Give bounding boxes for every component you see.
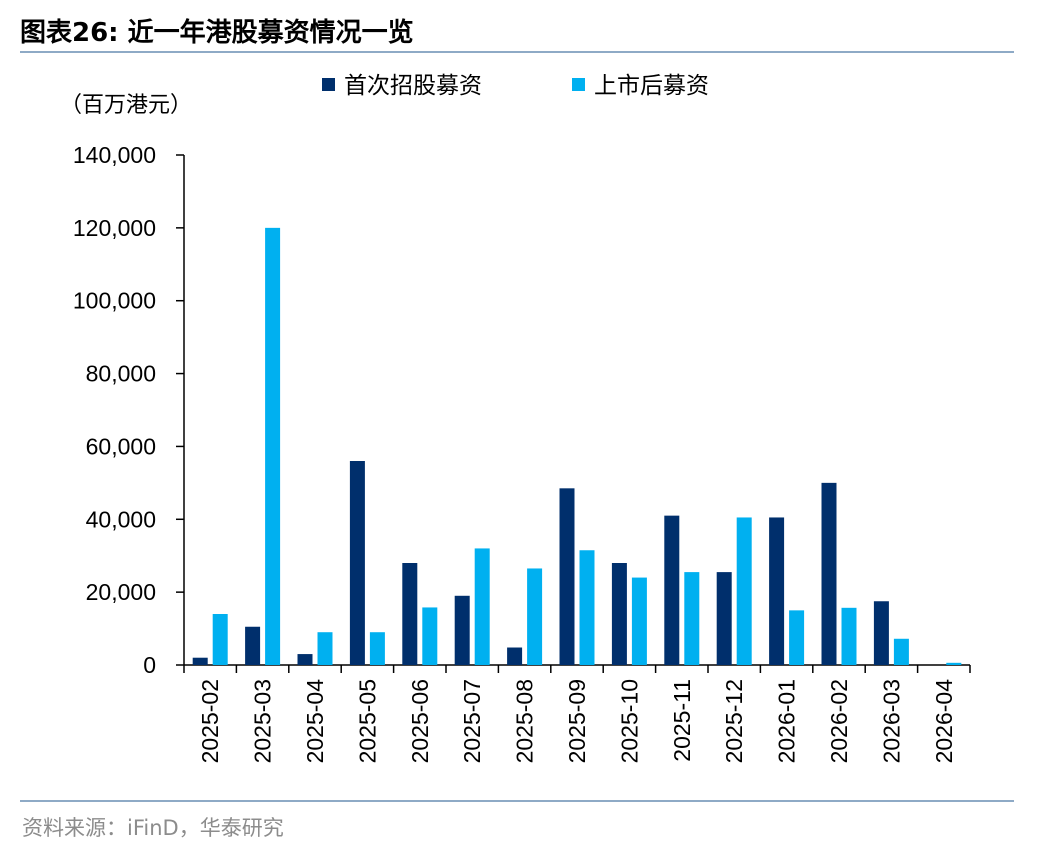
x-tick-label: 2025-10 bbox=[616, 679, 642, 763]
bar-ipo bbox=[664, 515, 680, 665]
x-tick-label: 2026-01 bbox=[774, 679, 800, 763]
x-tick-label: 2025-02 bbox=[197, 679, 223, 763]
bar-follow-on bbox=[212, 614, 228, 665]
source-rule bbox=[20, 800, 1014, 802]
x-tick-label: 2025-09 bbox=[564, 679, 590, 763]
bar-ipo bbox=[769, 517, 785, 665]
x-tick-label: 2025-12 bbox=[721, 679, 747, 763]
y-tick-label: 100,000 bbox=[73, 288, 156, 314]
bar-ipo bbox=[454, 595, 470, 665]
x-tick-label: 2026-04 bbox=[931, 679, 957, 764]
legend-label: 上市后募资 bbox=[594, 73, 709, 99]
bar-follow-on bbox=[369, 632, 385, 665]
bar-ipo bbox=[559, 488, 575, 665]
x-tick-label: 2025-08 bbox=[512, 679, 538, 763]
x-tick-label: 2025-11 bbox=[669, 679, 695, 762]
bar-ipo bbox=[297, 654, 313, 665]
x-tick-label: 2026-03 bbox=[878, 679, 904, 763]
bar-ipo bbox=[873, 601, 889, 665]
bar-ipo bbox=[611, 563, 627, 665]
x-axis: 2025-02 2025-03 2025-04 2025-05 2025-06 2025-… bbox=[183, 664, 971, 764]
figure-title: 图表26: 近一年港股募资情况一览 bbox=[20, 18, 414, 48]
x-tick-label: 2025-03 bbox=[250, 679, 276, 763]
bar-follow-on bbox=[789, 610, 805, 665]
bar-follow-on bbox=[841, 607, 857, 665]
bar-follow-on bbox=[265, 227, 281, 665]
y-axis: 0 20,000 40,000 60,000 80,000 100,000 120,000 1… bbox=[73, 142, 185, 678]
bar-chart: （百万港元） 首次招股募资 上市后募资 0 20,000 40,000 60,000 80… bbox=[60, 73, 971, 764]
source-note: 资料来源：iFinD，华泰研究 bbox=[22, 816, 284, 840]
bar-follow-on bbox=[736, 517, 752, 665]
y-unit-label: （百万港元） bbox=[60, 93, 192, 118]
bar-follow-on bbox=[317, 632, 333, 665]
title-rule bbox=[20, 51, 1014, 53]
bar-follow-on bbox=[474, 548, 490, 665]
y-tick-label: 80,000 bbox=[86, 361, 156, 387]
y-tick-label: 20,000 bbox=[86, 579, 156, 605]
y-tick-label: 0 bbox=[143, 652, 156, 678]
bar-follow-on bbox=[579, 550, 595, 665]
bar-ipo bbox=[507, 647, 523, 665]
x-tick-label: 2025-07 bbox=[459, 679, 485, 763]
x-tick-label: 2026-02 bbox=[826, 679, 852, 763]
bar-ipo bbox=[821, 482, 837, 665]
y-tick-label: 140,000 bbox=[73, 142, 156, 168]
bar-follow-on bbox=[946, 662, 962, 665]
x-tick-label: 2025-04 bbox=[302, 679, 328, 764]
y-tick-label: 60,000 bbox=[86, 433, 156, 459]
bar-ipo bbox=[245, 626, 261, 665]
bar-follow-on bbox=[684, 572, 700, 665]
x-tick-label: 2025-06 bbox=[407, 679, 433, 763]
legend-swatch bbox=[572, 78, 585, 91]
legend-swatch bbox=[322, 78, 335, 91]
bar-ipo bbox=[716, 572, 732, 665]
x-tick-label: 2025-05 bbox=[354, 679, 380, 763]
y-tick-label: 40,000 bbox=[86, 506, 156, 532]
bar-follow-on bbox=[893, 638, 909, 665]
bar-ipo bbox=[349, 461, 365, 665]
bar-ipo bbox=[192, 657, 208, 665]
bar-ipo bbox=[402, 563, 418, 665]
bar-follow-on bbox=[631, 577, 647, 665]
bars bbox=[192, 227, 962, 665]
bar-follow-on bbox=[527, 568, 543, 665]
legend: 首次招股募资 上市后募资 bbox=[322, 73, 709, 99]
bar-follow-on bbox=[422, 607, 438, 665]
legend-label: 首次招股募资 bbox=[344, 73, 482, 99]
y-tick-label: 120,000 bbox=[73, 215, 156, 241]
